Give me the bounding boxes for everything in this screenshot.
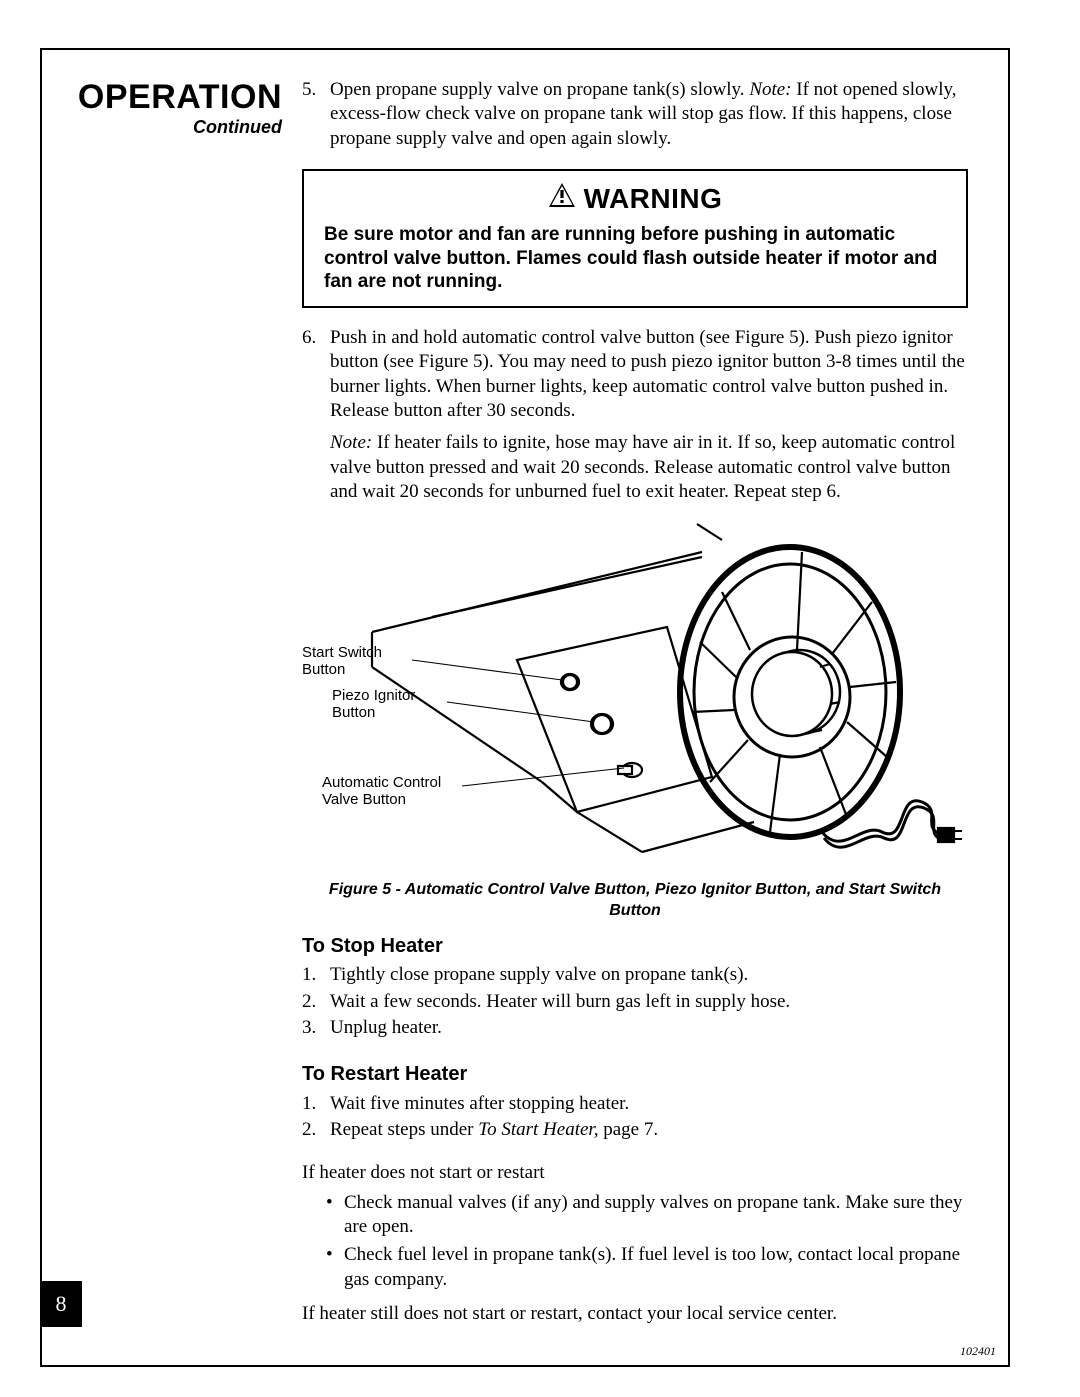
step-body: Push in and hold automatic control valve… — [330, 326, 968, 504]
item-number: 2. — [302, 990, 330, 1014]
note-block: Note: If heater fails to ignite, hose ma… — [330, 431, 968, 504]
list-item: • Check manual valves (if any) and suppl… — [326, 1191, 968, 1240]
warning-label: WARNING — [584, 181, 723, 217]
restart-list: 1. Wait five minutes after stopping heat… — [302, 1092, 968, 1143]
figure-caption: Figure 5 - Automatic Control Valve Butto… — [302, 880, 968, 922]
warning-box: WARNING Be sure motor and fan are runnin… — [302, 169, 968, 308]
step-5: 5. Open propane supply valve on propane … — [302, 78, 968, 151]
figure-5: Start Switch Button Piezo Ignitor Button… — [302, 522, 968, 872]
list-item: 2. Repeat steps under To Start Heater, p… — [302, 1118, 968, 1142]
bullet-icon: • — [326, 1243, 344, 1292]
item-text: Wait a few seconds. Heater will burn gas… — [330, 990, 968, 1014]
callout-auto-control-valve: Automatic Control Valve Button — [322, 774, 472, 809]
page-number-tab: 8 — [40, 1281, 82, 1327]
bullet-icon: • — [326, 1191, 344, 1240]
step-number: 5. — [302, 78, 330, 151]
callout-piezo-ignitor: Piezo Ignitor Button — [332, 687, 452, 722]
document-id: 102401 — [960, 1344, 996, 1359]
step-6: 6. Push in and hold automatic control va… — [302, 326, 968, 504]
list-item: 3. Unplug heater. — [302, 1016, 968, 1040]
stop-list: 1. Tightly close propane supply valve on… — [302, 963, 968, 1040]
section-title: OPERATION — [72, 78, 282, 117]
item-number: 1. — [302, 1092, 330, 1116]
text: Repeat steps under — [330, 1119, 478, 1140]
troubleshoot-intro: If heater does not start or restart — [302, 1161, 968, 1185]
page-frame: OPERATION Continued 5. Open propane supp… — [40, 48, 1010, 1367]
note-label: Note: — [749, 79, 791, 100]
item-text: Repeat steps under To Start Heater, page… — [330, 1118, 968, 1142]
item-number: 2. — [302, 1118, 330, 1142]
bullet-text: Check fuel level in propane tank(s). If … — [344, 1243, 968, 1292]
warning-icon — [548, 181, 576, 217]
troubleshoot-outro: If heater still does not start or restar… — [302, 1302, 968, 1326]
step-number: 6. — [302, 326, 330, 504]
left-column: OPERATION Continued — [72, 78, 282, 1326]
troubleshoot-bullets: • Check manual valves (if any) and suppl… — [326, 1191, 968, 1292]
text: Push in and hold automatic control valve… — [330, 327, 965, 421]
italic-ref: To Start Heater, — [478, 1119, 598, 1140]
item-text: Tightly close propane supply valve on pr… — [330, 963, 968, 987]
item-number: 3. — [302, 1016, 330, 1040]
list-item: • Check fuel level in propane tank(s). I… — [326, 1243, 968, 1292]
note-label: Note: — [330, 432, 372, 453]
list-item: 2. Wait a few seconds. Heater will burn … — [302, 990, 968, 1014]
list-item: 1. Tightly close propane supply valve on… — [302, 963, 968, 987]
to-restart-heater-heading: To Restart Heater — [302, 1062, 968, 1088]
warning-body: Be sure motor and fan are running before… — [324, 223, 946, 294]
to-stop-heater-heading: To Stop Heater — [302, 934, 968, 960]
item-text: Wait five minutes after stopping heater. — [330, 1092, 968, 1116]
item-text: Unplug heater. — [330, 1016, 968, 1040]
two-column-layout: OPERATION Continued 5. Open propane supp… — [72, 78, 968, 1326]
callout-start-switch: Start Switch Button — [302, 644, 412, 679]
text: page 7. — [598, 1119, 658, 1140]
step-body: Open propane supply valve on propane tan… — [330, 78, 968, 151]
warning-header: WARNING — [324, 181, 946, 217]
list-item: 1. Wait five minutes after stopping heat… — [302, 1092, 968, 1116]
note-body: If heater fails to ignite, hose may have… — [330, 432, 955, 502]
text: Open propane supply valve on propane tan… — [330, 79, 749, 100]
bullet-text: Check manual valves (if any) and supply … — [344, 1191, 968, 1240]
continued-label: Continued — [72, 117, 282, 138]
item-number: 1. — [302, 963, 330, 987]
right-column: 5. Open propane supply valve on propane … — [302, 78, 968, 1326]
page: OPERATION Continued 5. Open propane supp… — [0, 0, 1080, 1397]
